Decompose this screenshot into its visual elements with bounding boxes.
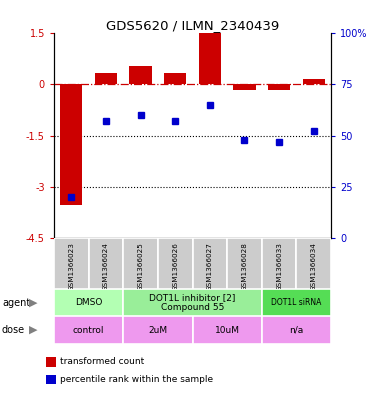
Bar: [89, 238, 123, 289]
Bar: [303, 79, 325, 84]
Bar: [164, 73, 186, 84]
Text: GSM1366023: GSM1366023: [68, 242, 74, 291]
Bar: [262, 316, 331, 344]
Text: 2uM: 2uM: [148, 326, 167, 334]
Bar: [262, 238, 296, 289]
Bar: [192, 316, 262, 344]
Text: DMSO: DMSO: [75, 298, 102, 307]
Text: DOT1L inhibitor [2]
Compound 55: DOT1L inhibitor [2] Compound 55: [149, 293, 236, 312]
Text: control: control: [73, 326, 104, 334]
Text: GSM1366026: GSM1366026: [172, 242, 178, 291]
Text: ▶: ▶: [28, 298, 37, 308]
Bar: [60, 84, 82, 206]
Text: GSM1366034: GSM1366034: [311, 242, 317, 291]
Bar: [233, 84, 256, 90]
Bar: [95, 73, 117, 84]
Text: agent: agent: [2, 298, 30, 308]
Text: percentile rank within the sample: percentile rank within the sample: [60, 375, 213, 384]
Text: 10uM: 10uM: [215, 326, 239, 334]
Text: GSM1366027: GSM1366027: [207, 242, 213, 291]
Text: GSM1366024: GSM1366024: [103, 242, 109, 291]
Text: DOT1L siRNA: DOT1L siRNA: [271, 298, 321, 307]
Bar: [227, 238, 262, 289]
Bar: [123, 316, 192, 344]
Bar: [296, 238, 331, 289]
Text: GSM1366025: GSM1366025: [137, 242, 144, 291]
Text: transformed count: transformed count: [60, 357, 144, 366]
Bar: [129, 66, 152, 84]
Text: n/a: n/a: [289, 326, 304, 334]
Bar: [268, 84, 290, 90]
Bar: [199, 33, 221, 84]
Bar: [54, 289, 123, 316]
Title: GDS5620 / ILMN_2340439: GDS5620 / ILMN_2340439: [106, 19, 279, 32]
Bar: [123, 238, 158, 289]
Text: ▶: ▶: [28, 325, 37, 335]
Bar: [54, 238, 89, 289]
Text: GSM1366033: GSM1366033: [276, 242, 282, 291]
Bar: [54, 316, 123, 344]
Bar: [192, 238, 227, 289]
Text: GSM1366028: GSM1366028: [241, 242, 248, 291]
Text: dose: dose: [2, 325, 25, 335]
Bar: [123, 289, 262, 316]
Bar: [158, 238, 192, 289]
Bar: [262, 289, 331, 316]
